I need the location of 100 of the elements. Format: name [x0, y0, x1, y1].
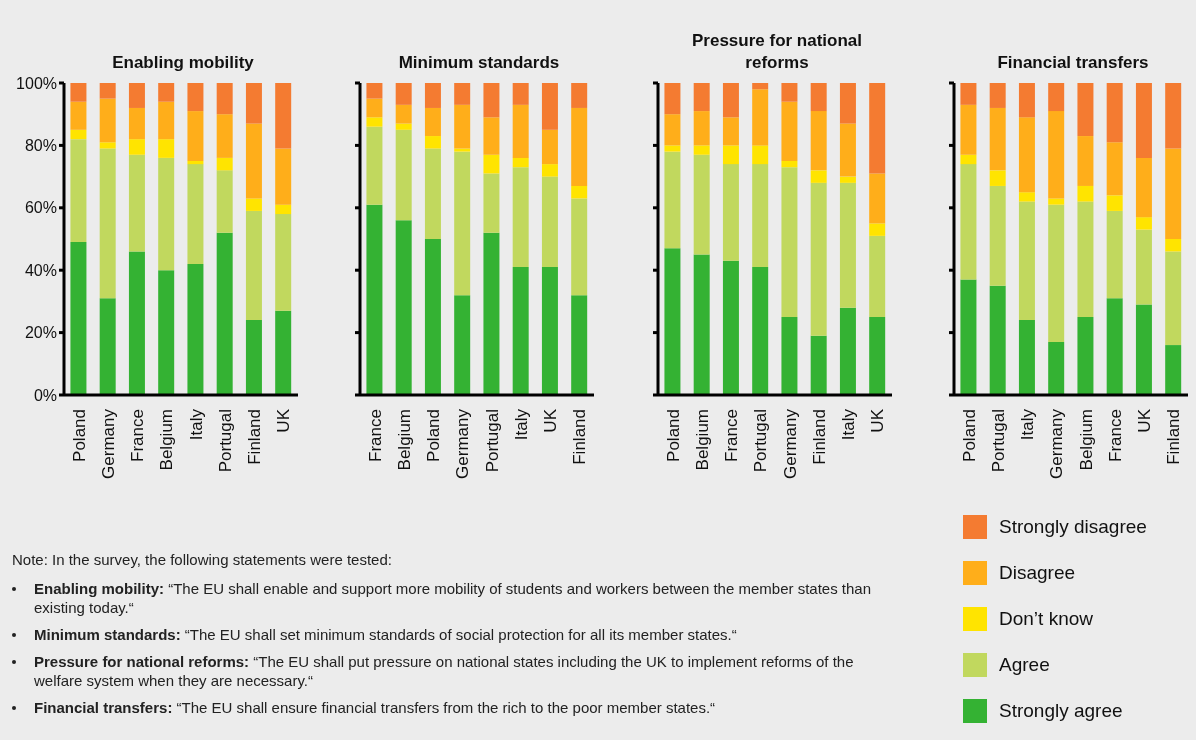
bar — [1106, 298, 1123, 395]
bar — [1135, 157, 1152, 218]
bar — [1165, 148, 1182, 239]
x-tick-label: Italy — [186, 408, 206, 441]
x-tick-label: Portugal — [215, 409, 235, 473]
bar — [839, 83, 856, 124]
x-tick-label: Italy — [511, 408, 531, 441]
bar — [216, 170, 233, 233]
x-tick-label: Portugal — [482, 409, 502, 473]
bar — [960, 154, 977, 165]
bar — [781, 317, 798, 395]
bar — [1165, 239, 1182, 252]
x-tick-label: UK — [868, 408, 888, 433]
bar — [424, 148, 441, 239]
bar — [70, 242, 87, 395]
bar — [70, 83, 87, 102]
bar — [187, 83, 204, 112]
x-tick-label: Finland — [809, 409, 829, 465]
bar — [424, 136, 441, 149]
bar — [693, 111, 710, 146]
bar — [989, 83, 1006, 108]
bar — [424, 239, 441, 395]
y-tick-label: 0% — [33, 386, 57, 404]
bar — [781, 167, 798, 317]
bar — [1165, 345, 1182, 395]
bar — [1077, 136, 1094, 186]
bar — [99, 98, 116, 143]
legend-label: Strongly disagree — [999, 516, 1147, 538]
x-tick-label: Poland — [959, 409, 979, 462]
x-tick-label: UK — [1135, 408, 1155, 433]
bar — [541, 176, 558, 268]
bar — [664, 151, 681, 249]
bar — [245, 123, 262, 199]
bar — [366, 83, 383, 99]
bar — [1018, 83, 1035, 118]
x-tick-label: Poland — [424, 409, 444, 462]
bar — [512, 157, 529, 168]
bar — [571, 185, 588, 199]
x-tick-label: Belgium — [394, 409, 414, 471]
x-tick-label: Finland — [570, 409, 590, 465]
bar — [483, 232, 500, 395]
bar — [869, 223, 886, 236]
bar — [1048, 198, 1065, 205]
x-tick-label: Portugal — [988, 409, 1008, 473]
bar — [960, 279, 977, 395]
bar — [275, 148, 292, 205]
bar — [454, 148, 471, 152]
bar — [1018, 192, 1035, 202]
bar — [158, 157, 175, 271]
bar — [483, 117, 500, 155]
legend-label: Don’t know — [999, 608, 1093, 630]
bar — [366, 204, 383, 395]
bar — [960, 164, 977, 280]
bar — [366, 98, 383, 118]
bar — [541, 129, 558, 165]
bar — [1135, 217, 1152, 230]
bar — [989, 107, 1006, 171]
bar — [722, 260, 739, 395]
bar — [664, 114, 681, 146]
bar — [245, 83, 262, 124]
bar — [839, 307, 856, 395]
bar — [989, 285, 1006, 395]
text: Pressure for national reforms: “The EU shall put pressure on national states including the UK to implement reforms of the welfare system when they are necessary.“ — [34, 652, 855, 690]
bar — [869, 173, 886, 224]
y-tick-label: 80% — [24, 137, 57, 155]
bar — [541, 83, 558, 130]
bar — [99, 142, 116, 149]
bar — [128, 83, 145, 108]
bar — [752, 83, 769, 90]
bar — [245, 320, 262, 395]
text: Financial transfers: “The EU shall ensure financial transfers from the rich to the poor member states.“ — [34, 698, 716, 717]
bar — [128, 139, 145, 155]
bar — [128, 154, 145, 252]
bar — [395, 220, 412, 395]
bar — [693, 83, 710, 112]
bar — [1106, 195, 1123, 211]
bar — [1165, 83, 1182, 149]
bar — [395, 83, 412, 105]
bar — [1165, 251, 1182, 346]
x-tick-label: Belgium — [692, 409, 712, 471]
bar — [664, 248, 681, 395]
legend-label: Agree — [999, 654, 1050, 676]
bar — [187, 111, 204, 161]
bar — [512, 167, 529, 268]
bar — [722, 164, 739, 261]
bar — [424, 83, 441, 108]
bar — [99, 83, 116, 99]
x-tick-label: Belgium — [1076, 409, 1096, 471]
bar — [664, 145, 681, 152]
bar — [541, 164, 558, 177]
bar — [454, 104, 471, 149]
bar — [275, 214, 292, 311]
bar — [216, 232, 233, 395]
bar — [99, 148, 116, 299]
x-tick-label: France — [722, 409, 742, 462]
bar — [693, 145, 710, 155]
chart-title: Enabling mobility — [111, 52, 255, 74]
x-tick-label: UK — [274, 408, 294, 433]
y-tick-label: 20% — [24, 324, 57, 342]
bar — [395, 129, 412, 221]
